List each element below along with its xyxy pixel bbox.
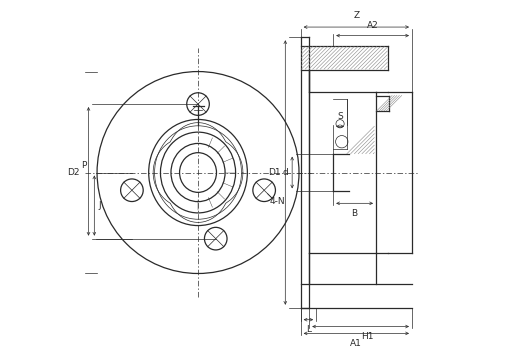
Text: A2: A2 — [366, 21, 379, 30]
Text: L: L — [306, 325, 311, 334]
Text: d: d — [283, 168, 289, 177]
Text: S: S — [337, 112, 343, 121]
Text: J: J — [98, 201, 101, 210]
Text: 4-N: 4-N — [269, 197, 285, 206]
Text: D2: D2 — [67, 168, 79, 177]
Text: A1: A1 — [350, 338, 362, 348]
Text: P: P — [81, 161, 87, 170]
Text: D1: D1 — [269, 168, 281, 177]
Text: Z: Z — [353, 11, 359, 20]
Text: H1: H1 — [361, 332, 374, 341]
Text: B: B — [352, 210, 358, 218]
